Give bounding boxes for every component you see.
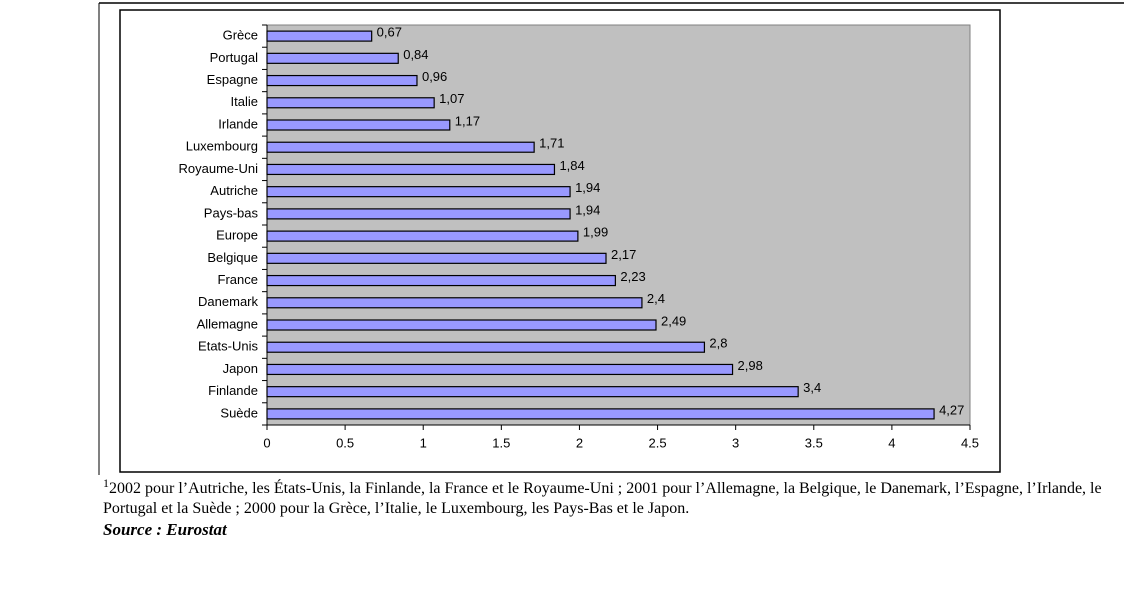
- bar: [266, 386, 799, 398]
- value-label: 0,96: [422, 69, 447, 84]
- y-tick-label: Suède: [220, 405, 258, 420]
- value-label: 2,49: [661, 313, 686, 328]
- y-tick-label: Pays-bas: [204, 205, 259, 220]
- x-tick-label: 2: [576, 435, 583, 450]
- bar: [266, 230, 579, 242]
- value-label: 4,27: [939, 402, 964, 417]
- bar: [266, 30, 373, 42]
- value-label: 1,17: [455, 113, 480, 128]
- x-tick-label: 3.5: [805, 435, 823, 450]
- value-label: 0,84: [403, 47, 428, 62]
- y-tick-label: Grèce: [223, 28, 258, 43]
- value-label: 2,4: [647, 291, 665, 306]
- y-tick-label: Portugal: [210, 50, 259, 65]
- x-tick-label: 0.5: [336, 435, 354, 450]
- y-tick-label: Belgique: [207, 250, 258, 265]
- bar: [266, 252, 607, 264]
- bar: [266, 297, 643, 309]
- source: Source : Eurostat: [103, 520, 227, 539]
- footnote: 12002 pour l’Autriche, les États-Unis, l…: [103, 476, 1118, 519]
- x-tick-label: 2.5: [649, 435, 667, 450]
- chart: 0 0.5 1 1.5 2 2.5 3 3.5 4 4.5 Grèce 0,67 Portugal 0,8…: [98, 2, 1124, 475]
- y-tick-label: Europe: [216, 228, 258, 243]
- y-tick-label: France: [218, 272, 258, 287]
- bar: [266, 363, 734, 376]
- bar: [266, 319, 657, 331]
- plot-area: [266, 24, 971, 426]
- x-tick-label: 3: [732, 435, 739, 450]
- bar: [266, 163, 556, 176]
- bar: [266, 186, 571, 198]
- x-tick-label: 1.5: [492, 435, 510, 450]
- value-label: 0,67: [377, 25, 402, 40]
- notes: 12002 pour l’Autriche, les États-Unis, l…: [103, 476, 1118, 540]
- x-tick-label: 4.5: [961, 435, 979, 450]
- bar: [266, 52, 399, 64]
- value-label: 1,84: [559, 158, 584, 173]
- y-tick-label: Allemagne: [197, 316, 258, 331]
- value-label: 1,94: [575, 180, 600, 195]
- x-tick-label: 4: [888, 435, 895, 450]
- note-marker: 1: [103, 476, 109, 490]
- y-tick-label: Italie: [231, 94, 258, 109]
- y-tick-label: Espagne: [207, 72, 258, 87]
- bar: [266, 74, 418, 87]
- x-tick-label: 0: [263, 435, 270, 450]
- y-tick-label: Danemark: [198, 294, 258, 309]
- x-tick-label: 1: [420, 435, 427, 450]
- y-tick-label: Irlande: [218, 116, 258, 131]
- bar: [266, 97, 435, 109]
- y-tick-label: Autriche: [210, 183, 258, 198]
- y-tick-label: Royaume-Uni: [179, 161, 259, 176]
- y-tick-label: Japon: [223, 361, 258, 376]
- value-label: 1,99: [583, 225, 608, 240]
- y-tick-label: Etats-Unis: [198, 339, 258, 354]
- value-label: 2,8: [709, 336, 727, 351]
- note-text: 2002 pour l’Autriche, les États-Unis, la…: [103, 480, 1102, 517]
- bar: [266, 141, 535, 153]
- value-label: 3,4: [803, 380, 821, 395]
- value-label: 2,98: [738, 358, 763, 373]
- value-label: 1,94: [575, 202, 600, 217]
- y-tick-label: Finlande: [208, 383, 258, 398]
- value-label: 2,17: [611, 247, 636, 262]
- value-label: 1,71: [539, 136, 564, 151]
- bar: [266, 119, 451, 131]
- bar: [266, 208, 571, 220]
- value-label: 1,07: [439, 91, 464, 106]
- bar: [266, 274, 616, 287]
- bar: [266, 408, 935, 420]
- value-label: 2,23: [620, 269, 645, 284]
- y-tick-label: Luxembourg: [186, 139, 258, 154]
- bar: [266, 341, 706, 353]
